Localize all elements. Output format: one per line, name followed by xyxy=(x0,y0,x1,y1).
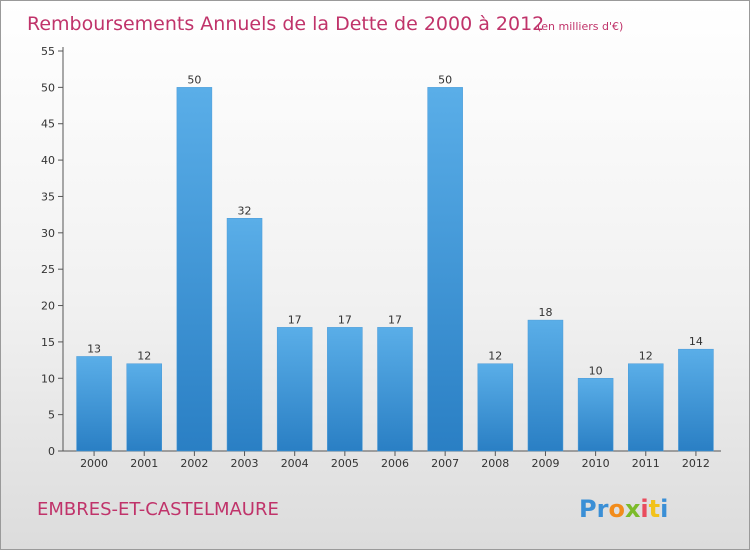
bar-2000 xyxy=(76,356,112,452)
chart-title: Remboursements Annuels de la Dette de 20… xyxy=(27,13,544,35)
data-label-2005: 17 xyxy=(338,313,352,326)
x-tick-label-2008: 2008 xyxy=(481,457,509,470)
bar-2008 xyxy=(477,363,514,452)
x-tick-label-2000: 2000 xyxy=(80,457,108,470)
x-tick-label-2007: 2007 xyxy=(431,457,459,470)
bar-2007 xyxy=(427,87,463,452)
logo-letter: i xyxy=(640,495,648,523)
axes: 0 5 10 15 20 25 30 35 40 45 50 55 2000 2001 2002 2003 20… xyxy=(41,45,721,470)
data-label-2008: 12 xyxy=(488,350,502,363)
y-tick-label: 40 xyxy=(41,154,55,167)
x-tick-label-2011: 2011 xyxy=(632,457,660,470)
data-label-2003: 32 xyxy=(238,204,252,217)
logo-letter: i xyxy=(660,495,668,523)
logo-letter: x xyxy=(625,495,641,523)
x-tick-label-2004: 2004 xyxy=(281,457,309,470)
y-tick-label: 10 xyxy=(41,372,55,385)
y-tick-label: 5 xyxy=(48,409,55,422)
x-tick-label-2010: 2010 xyxy=(582,457,610,470)
data-label-2000: 13 xyxy=(87,342,101,355)
y-tick-label: 55 xyxy=(41,45,55,58)
bar-2002 xyxy=(176,87,213,452)
logo-letter: t xyxy=(649,495,660,523)
data-label-2011: 12 xyxy=(639,350,653,363)
bar-2010 xyxy=(577,378,614,452)
bar-2001 xyxy=(126,363,162,452)
data-label-2007: 50 xyxy=(438,73,452,86)
commune-name: EMBRES-ET-CASTELMAURE xyxy=(37,499,279,520)
x-tick-label-2012: 2012 xyxy=(682,457,710,470)
bar-2006 xyxy=(377,327,413,452)
x-tick-label-2002: 2002 xyxy=(180,457,208,470)
x-tick-label-2006: 2006 xyxy=(381,457,409,470)
bar-2005 xyxy=(327,327,363,452)
y-tick-label: 15 xyxy=(41,336,55,349)
y-tick-label: 0 xyxy=(48,445,55,458)
y-tick-label: 30 xyxy=(41,227,55,240)
data-label-2004: 17 xyxy=(288,313,302,326)
y-tick-label: 50 xyxy=(41,81,55,94)
bar-2003 xyxy=(226,218,263,452)
bar-2004 xyxy=(276,327,313,452)
data-label-2012: 14 xyxy=(689,335,703,348)
proxiti-logo: Proxiti xyxy=(579,495,668,523)
y-tick-label: 45 xyxy=(41,118,55,131)
data-label-2001: 12 xyxy=(137,350,151,363)
x-tick-label-2009: 2009 xyxy=(531,457,559,470)
bar-2011 xyxy=(628,363,664,452)
x-tick-label-2001: 2001 xyxy=(130,457,158,470)
y-tick-label: 25 xyxy=(41,263,55,276)
data-label-2009: 18 xyxy=(538,306,552,319)
y-tick-label: 35 xyxy=(41,190,55,203)
logo-letter: r xyxy=(597,495,609,523)
logo-letter: P xyxy=(579,495,597,523)
bars: 13 12 50 32 17 17 17 50 12 18 10 12 14 xyxy=(76,73,714,452)
bar-2009 xyxy=(527,319,564,452)
data-label-2010: 10 xyxy=(589,364,603,377)
bar-2012 xyxy=(678,348,714,452)
data-label-2006: 17 xyxy=(388,313,402,326)
chart-subtitle: (en milliers d'€) xyxy=(537,20,623,33)
x-tick-label-2003: 2003 xyxy=(231,457,259,470)
y-tick-label: 20 xyxy=(41,300,55,313)
data-label-2002: 50 xyxy=(187,73,201,86)
x-tick-label-2005: 2005 xyxy=(331,457,359,470)
logo-letter: o xyxy=(608,495,625,523)
